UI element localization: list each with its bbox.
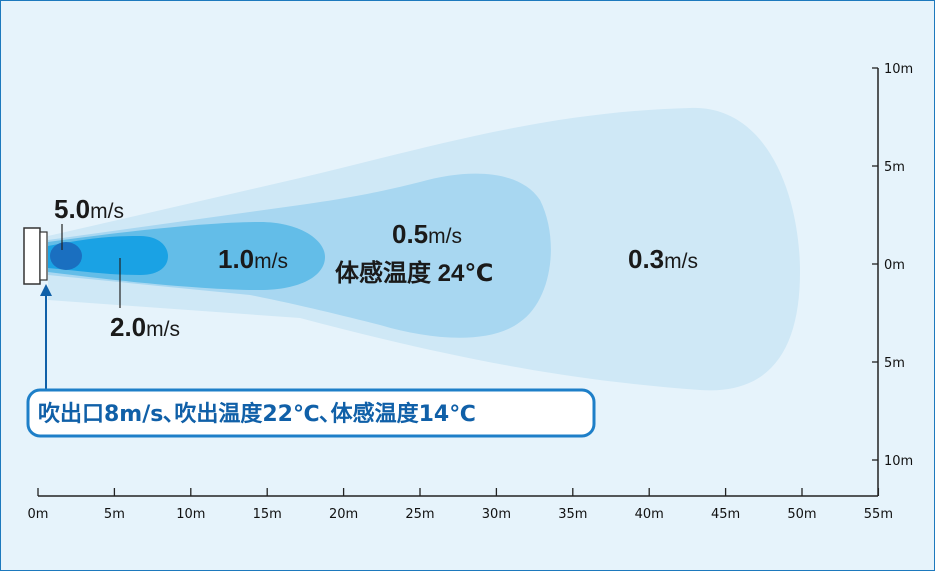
y-tick-label: 5m xyxy=(884,160,905,175)
x-tick-label: 50m xyxy=(787,507,816,522)
callout-box xyxy=(26,388,596,438)
x-tick-label: 15m xyxy=(253,507,282,522)
x-tick-label: 30m xyxy=(482,507,511,522)
label-feel-temp: 体感温度 24℃ xyxy=(335,259,493,287)
x-tick-label: 45m xyxy=(711,507,740,522)
x-tick-label: 20m xyxy=(329,507,358,522)
y-tick-label: 10m xyxy=(884,62,913,77)
zone-5.0 xyxy=(50,242,82,270)
label-1.0: 1.0m/s xyxy=(218,244,288,274)
x-tick-label: 10m xyxy=(176,507,205,522)
callout-text: 吹出口8m/s､吹出温度22℃､体感温度14℃ xyxy=(38,401,476,427)
x-axis: 0m 5m 10m 15m 20m 25m 30m 35m 40m 45m 50m 55m xyxy=(28,488,893,522)
y-tick-label: 0m xyxy=(884,258,905,273)
x-tick-label: 25m xyxy=(405,507,434,522)
x-tick-label: 35m xyxy=(558,507,587,522)
label-0.3: 0.3m/s xyxy=(628,244,698,274)
y-axis: 10m 5m 0m 5m 10m xyxy=(872,62,913,496)
x-tick-label: 0m xyxy=(28,507,49,522)
x-tick-label: 55m xyxy=(864,507,893,522)
outlet-unit xyxy=(23,227,41,285)
x-tick-label: 40m xyxy=(635,507,664,522)
outlet-vent xyxy=(39,231,48,281)
callout-arrow-head xyxy=(40,284,52,296)
label-0.5: 0.5m/s xyxy=(392,219,462,249)
x-tick-label: 5m xyxy=(104,507,125,522)
y-tick-label: 10m xyxy=(884,454,913,469)
label-5.0: 5.0m/s xyxy=(54,194,124,224)
label-2.0: 2.0m/s xyxy=(110,312,180,342)
y-tick-label: 5m xyxy=(884,356,905,371)
